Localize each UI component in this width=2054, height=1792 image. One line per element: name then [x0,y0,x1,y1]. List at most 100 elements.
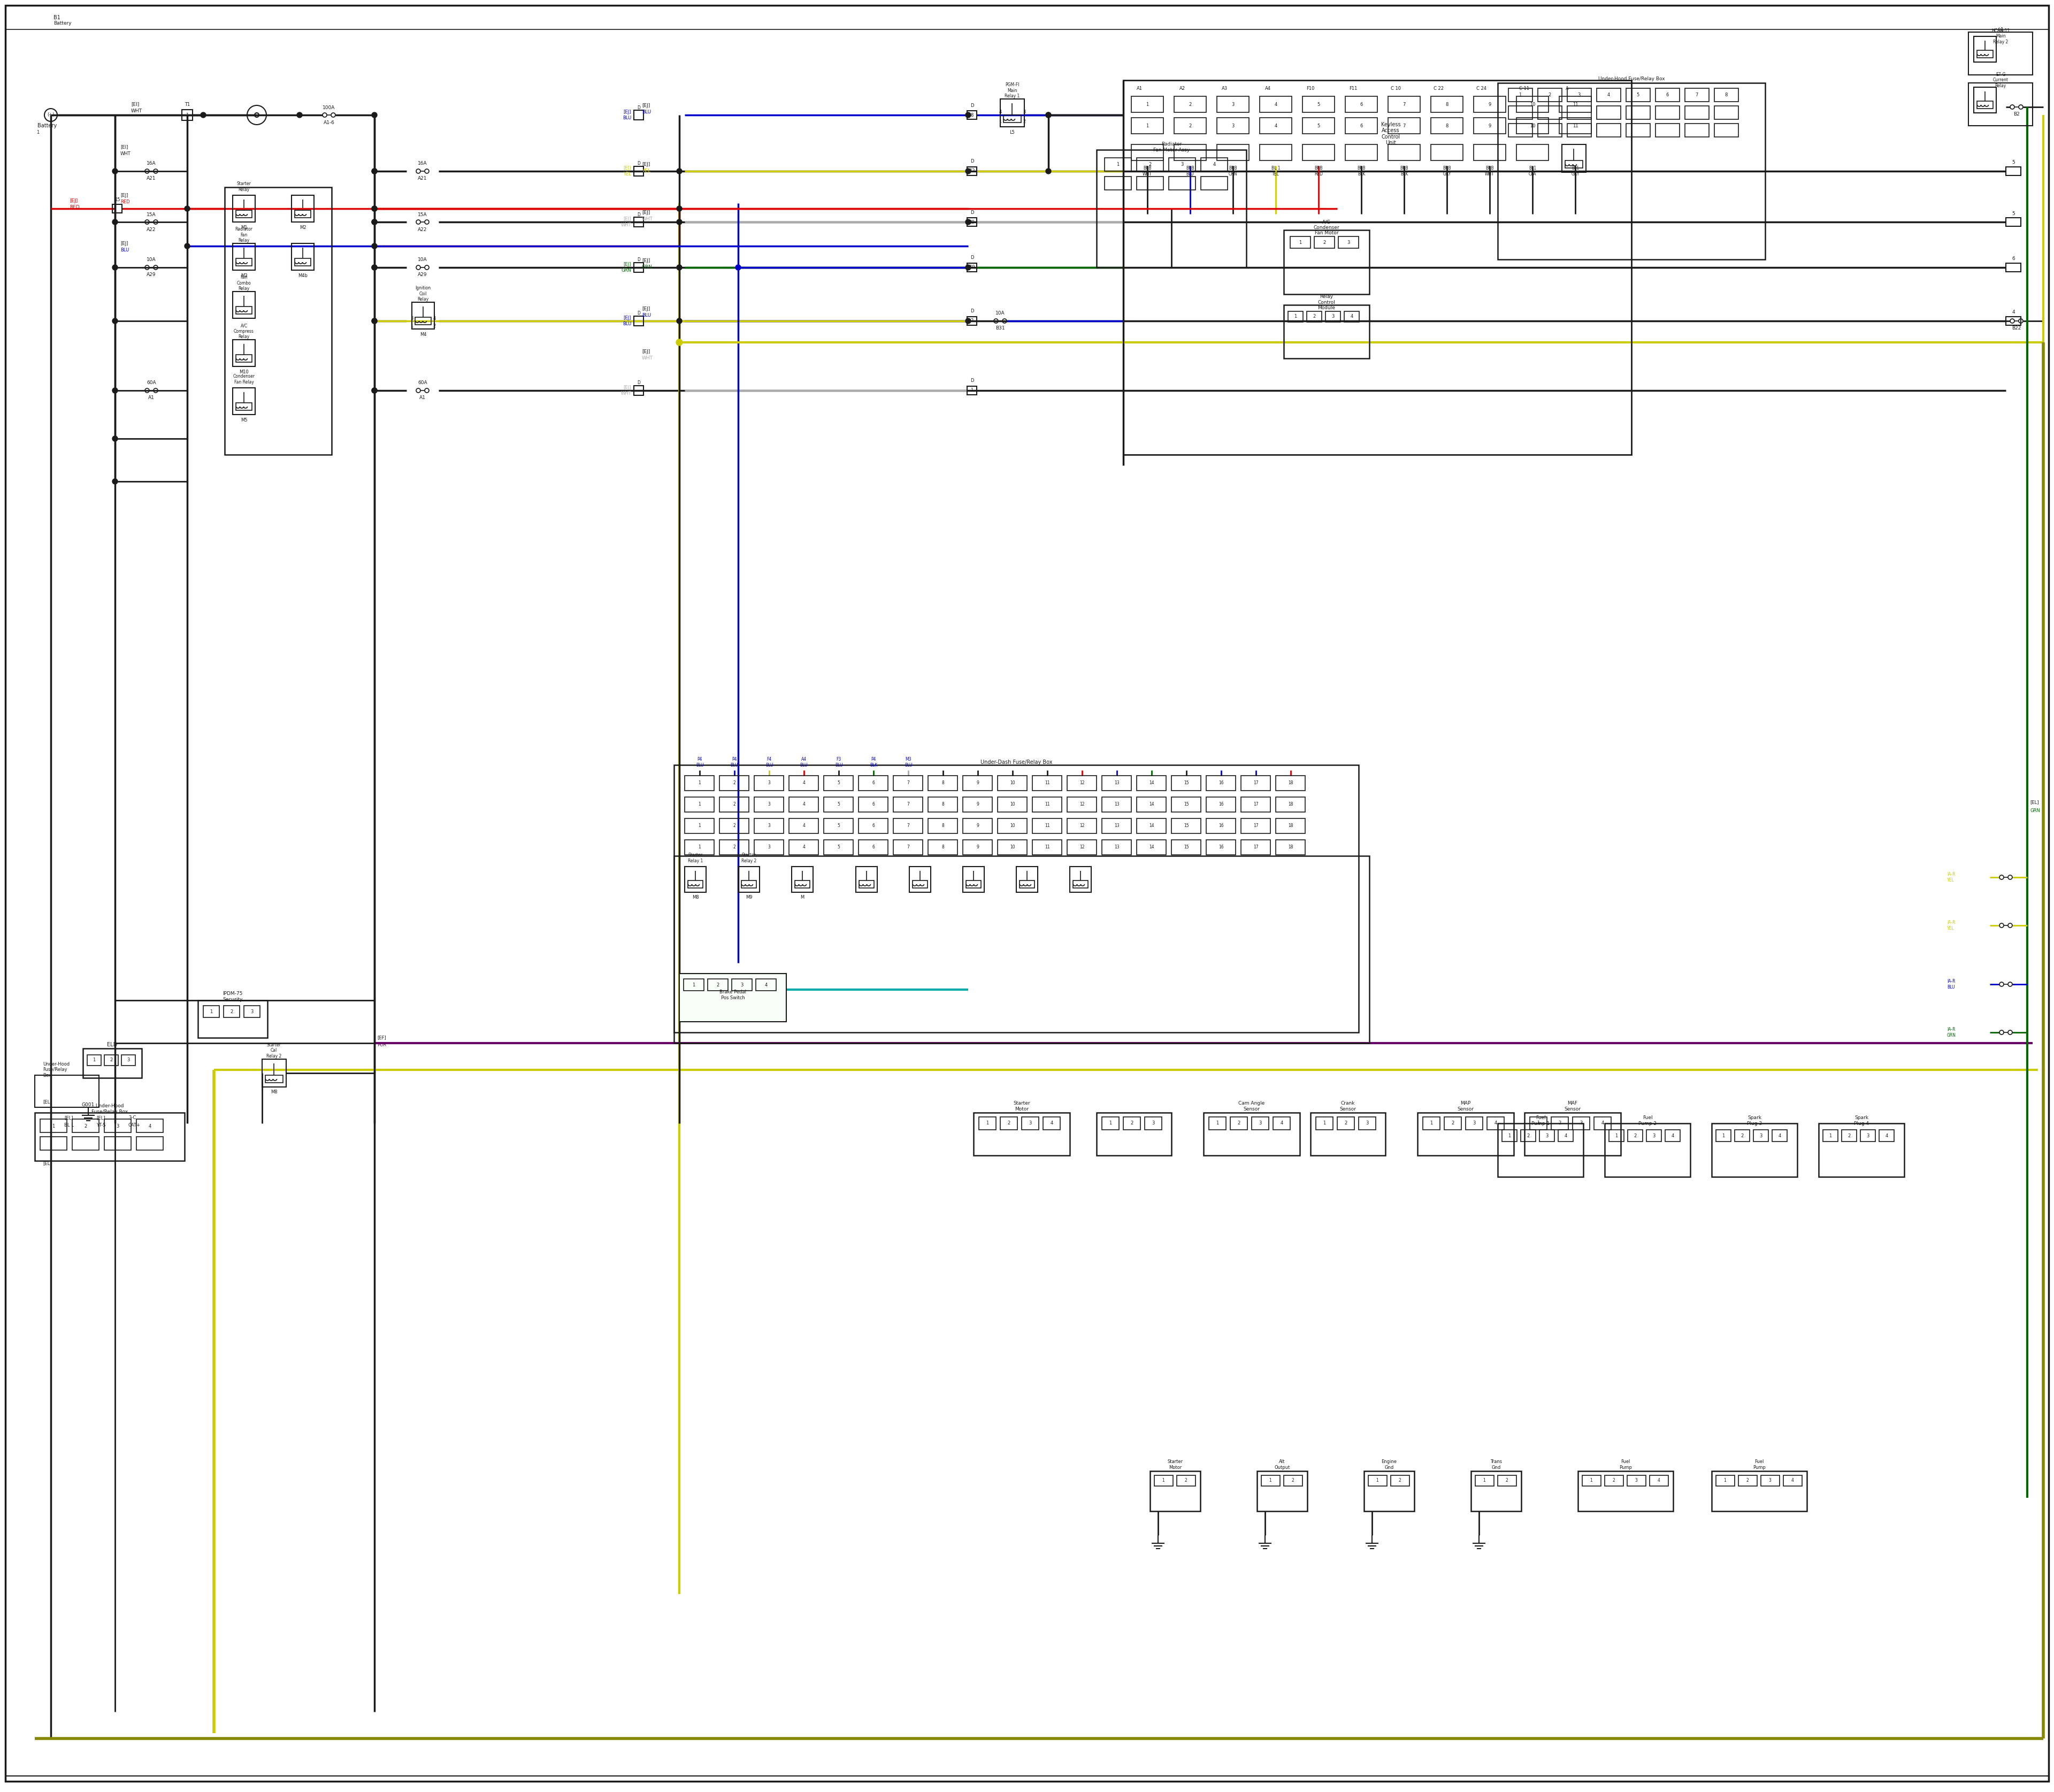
Bar [1497,1475,1516,1486]
Text: 15: 15 [115,197,119,202]
Bar [1171,819,1202,833]
Bar [709,978,727,991]
Bar [232,195,255,222]
Bar [1567,88,1592,102]
Text: 8: 8 [941,781,945,785]
Bar [1358,1116,1376,1129]
Bar [824,819,852,833]
Text: 9: 9 [976,781,980,785]
Bar [731,978,752,991]
Bar [1649,1475,1668,1486]
Text: 9: 9 [976,803,980,806]
Text: IA-R
YEL: IA-R YEL [1947,873,1955,882]
Text: Starter
Relay 2: Starter Relay 2 [741,853,756,864]
Text: Starter
Motor: Starter Motor [1013,1100,1031,1111]
Text: B31: B31 [996,326,1004,332]
Text: [EJ]: [EJ] [641,210,649,215]
Text: M4b: M4b [298,272,308,278]
Text: D: D [969,159,974,163]
Bar [1241,797,1269,812]
Circle shape [372,219,378,224]
Bar [688,880,702,889]
Bar [1497,82,1764,260]
Text: 4: 4 [1565,1133,1567,1138]
Text: A2: A2 [1179,86,1185,91]
Bar [1577,1471,1674,1511]
Text: 2: 2 [733,824,735,828]
Bar [719,840,750,855]
Text: M3
BLU: M3 BLU [904,756,912,767]
Text: YT-S: YT-S [97,1122,105,1127]
Text: [EI]: [EI] [131,102,140,108]
Text: 3: 3 [768,844,770,849]
Text: 18: 18 [1288,824,1294,828]
Bar [236,403,253,410]
Bar [1684,124,1709,136]
Text: 3: 3 [1867,1133,1869,1138]
Bar [2007,317,2021,324]
Text: Trans
Gnd: Trans Gnd [1491,1459,1501,1469]
Text: B22: B22 [2013,326,2021,332]
Text: 10: 10 [1011,824,1015,828]
Text: BRB
WHT: BRB WHT [1485,167,1495,176]
Bar [1251,1116,1269,1129]
Text: Keyless
Access
Control
Unit: Keyless Access Control Unit [1380,122,1401,145]
Text: 5: 5 [838,803,840,806]
Bar [1033,797,1062,812]
Bar [41,1136,68,1150]
Text: 2: 2 [1189,102,1191,108]
Bar [1715,1129,1732,1142]
Text: Fuel
Pump: Fuel Pump [1752,1459,1766,1469]
Circle shape [372,206,378,211]
Bar [413,303,433,330]
Bar [1317,1116,1333,1129]
Bar [967,167,978,176]
Bar [1136,158,1163,172]
Bar [1101,797,1132,812]
Text: L5: L5 [1009,129,1015,134]
Text: 1: 1 [969,389,974,392]
Circle shape [735,265,741,271]
Text: 3: 3 [768,824,770,828]
Bar [41,1118,68,1133]
Text: 6: 6 [1360,124,1362,127]
Text: 5: 5 [2011,159,2015,165]
Bar [1101,1116,1119,1129]
Text: 3: 3 [1347,240,1349,246]
Bar [1596,106,1621,120]
Bar [1033,819,1062,833]
Bar [105,1136,131,1150]
Text: 10A: 10A [996,312,1004,315]
Text: D: D [969,256,974,260]
Bar [1017,867,1037,892]
Circle shape [372,319,378,324]
Bar [136,1118,162,1133]
Text: 2: 2 [1189,124,1191,127]
Text: A1: A1 [419,396,425,400]
Text: [EL]: [EL] [64,1116,74,1120]
Text: F3
BLU: F3 BLU [834,756,842,767]
Text: 4: 4 [803,781,805,785]
Text: 11: 11 [1045,844,1050,849]
Text: 1: 1 [1323,1122,1325,1125]
Bar [183,109,193,120]
Bar [1150,1471,1200,1511]
Text: WHT: WHT [121,152,131,156]
Bar [1216,145,1249,161]
Text: 4: 4 [1602,1122,1604,1125]
Text: WHT: WHT [641,357,653,360]
Bar [1241,840,1269,855]
Text: D: D [637,312,641,315]
Bar [1389,145,1419,161]
Bar [1302,97,1335,113]
Text: 3: 3 [1259,1122,1261,1125]
Bar [1524,1113,1621,1156]
Bar [236,306,253,314]
Text: 4: 4 [1280,1122,1284,1125]
Text: 9: 9 [1489,102,1491,108]
Bar [967,263,978,272]
Bar [1169,177,1195,190]
Circle shape [113,265,117,271]
Bar [928,797,957,812]
Text: Brake Pedal
Pos Switch: Brake Pedal Pos Switch [719,989,746,1000]
